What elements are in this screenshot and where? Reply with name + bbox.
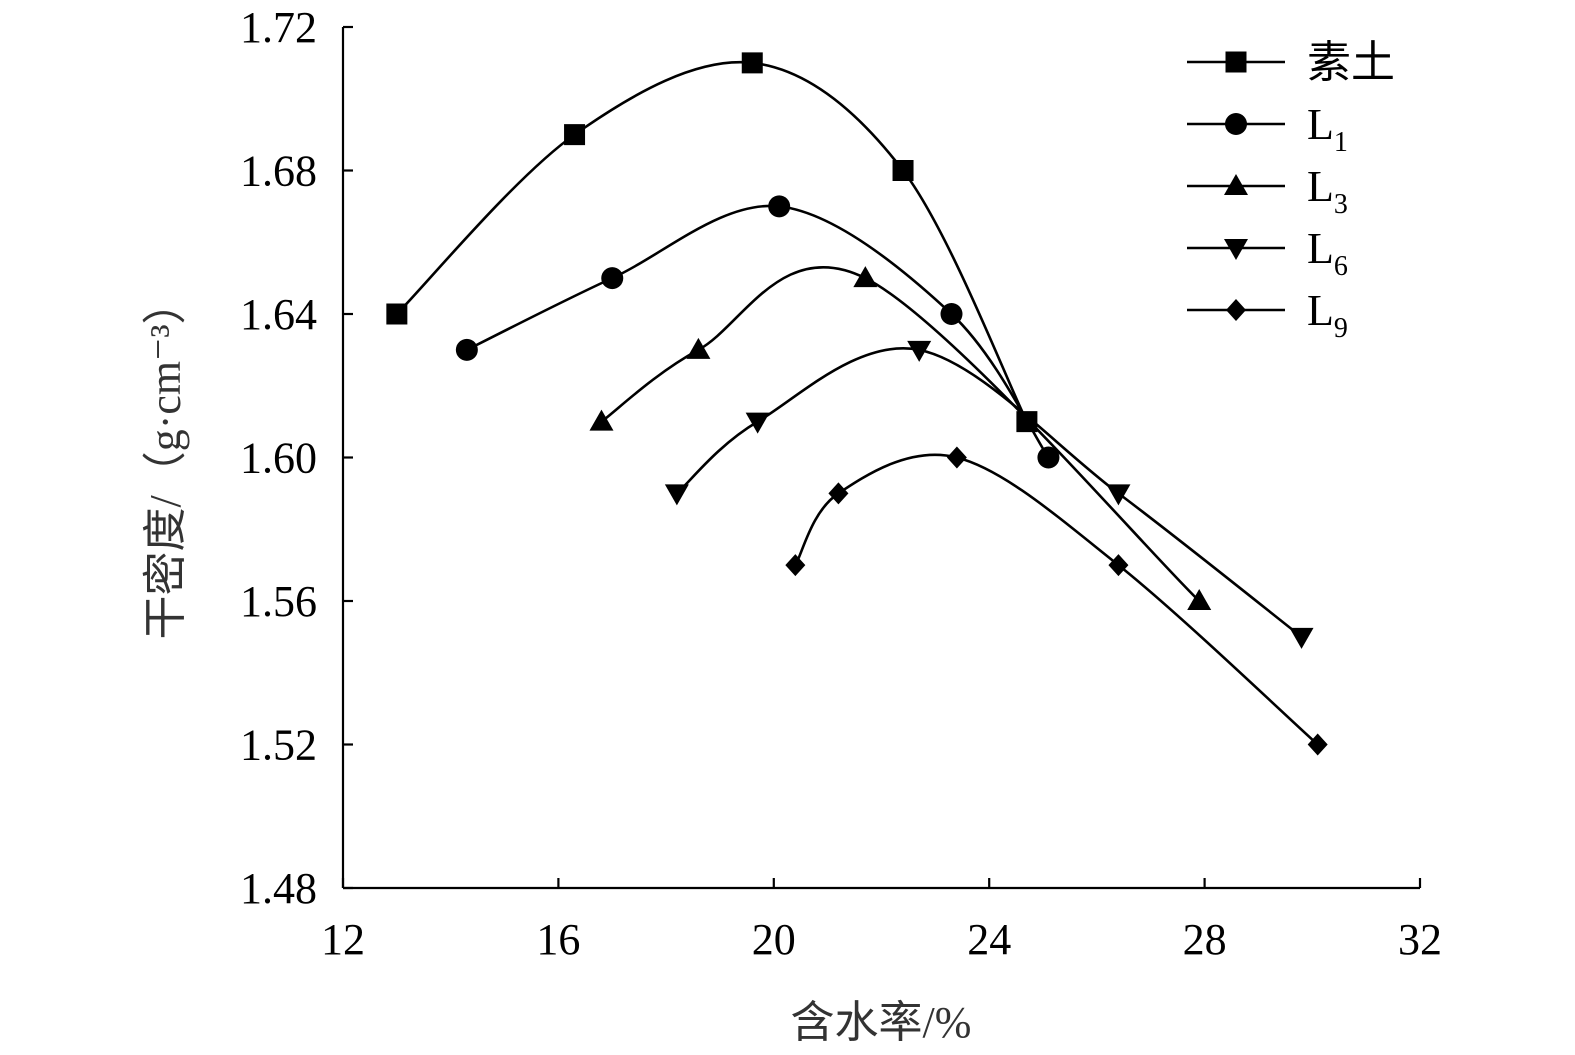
legend-item: 素土 xyxy=(1187,38,1395,87)
y-axis-title: 干密度/（g·cm⁻³） xyxy=(141,280,190,639)
legend-label: L3 xyxy=(1307,162,1348,220)
x-axis-title: 含水率/% xyxy=(791,998,972,1047)
y-tick-label: 1.52 xyxy=(240,721,317,770)
data-point xyxy=(1187,589,1212,610)
data-point xyxy=(741,52,763,74)
legend-label: L1 xyxy=(1307,100,1348,158)
data-point xyxy=(664,484,689,506)
series-5 xyxy=(785,446,1328,756)
legend-marker xyxy=(1224,174,1248,195)
x-tick-label: 16 xyxy=(536,915,580,964)
data-point xyxy=(907,340,932,362)
y-tick-label: 1.64 xyxy=(240,290,317,339)
x-tick-label: 24 xyxy=(967,915,1011,964)
data-point xyxy=(828,482,849,505)
series-2 xyxy=(455,195,1060,469)
series-line xyxy=(794,453,1319,746)
series-line xyxy=(676,347,1303,638)
data-point xyxy=(768,195,791,218)
x-tick-label: 20 xyxy=(752,915,796,964)
data-point xyxy=(1289,627,1314,649)
legend-label: L6 xyxy=(1307,224,1348,282)
legend-item: L3 xyxy=(1187,162,1348,220)
series-line xyxy=(395,60,1029,423)
legend-item: L6 xyxy=(1187,224,1348,282)
series-layer xyxy=(386,52,1328,756)
data-point xyxy=(386,303,408,325)
data-point xyxy=(785,554,806,577)
y-tick-label: 1.68 xyxy=(240,147,317,196)
legend-label: L9 xyxy=(1307,286,1348,344)
y-ticks: 1.48 1.52 1.56 1.60 1.64 1.68 1.72 xyxy=(240,3,353,913)
y-tick-label: 1.48 xyxy=(240,864,317,913)
x-ticks: 12 16 20 24 28 32 xyxy=(321,878,1442,964)
legend-marker xyxy=(1225,113,1247,135)
data-point xyxy=(1108,554,1129,577)
data-point xyxy=(564,124,586,146)
series-1 xyxy=(386,52,1038,433)
data-point xyxy=(853,266,878,288)
legend-item: L1 xyxy=(1187,100,1348,158)
x-tick-label: 32 xyxy=(1398,915,1442,964)
data-point xyxy=(1037,446,1060,469)
data-point xyxy=(1307,733,1328,756)
legend-marker xyxy=(1226,299,1246,321)
x-tick-label: 12 xyxy=(321,915,365,964)
data-point xyxy=(1106,484,1131,506)
series-3 xyxy=(589,265,1212,610)
series-4 xyxy=(664,340,1314,649)
data-point xyxy=(940,303,963,325)
data-point xyxy=(686,337,711,359)
axes xyxy=(341,27,1420,890)
data-point xyxy=(892,160,914,181)
legend-label: 素土 xyxy=(1307,38,1395,87)
data-point xyxy=(601,267,624,290)
legend-item: L9 xyxy=(1187,286,1348,344)
data-point xyxy=(946,446,967,469)
y-tick-label: 1.72 xyxy=(240,3,317,52)
data-point xyxy=(455,338,478,361)
data-point xyxy=(745,412,770,434)
legend-marker xyxy=(1224,239,1248,260)
series-line xyxy=(600,265,1201,602)
y-tick-label: 1.56 xyxy=(240,577,317,626)
data-point xyxy=(589,409,614,431)
x-tick-label: 28 xyxy=(1183,915,1227,964)
y-tick-label: 1.60 xyxy=(240,434,317,483)
legend-marker xyxy=(1225,51,1247,73)
